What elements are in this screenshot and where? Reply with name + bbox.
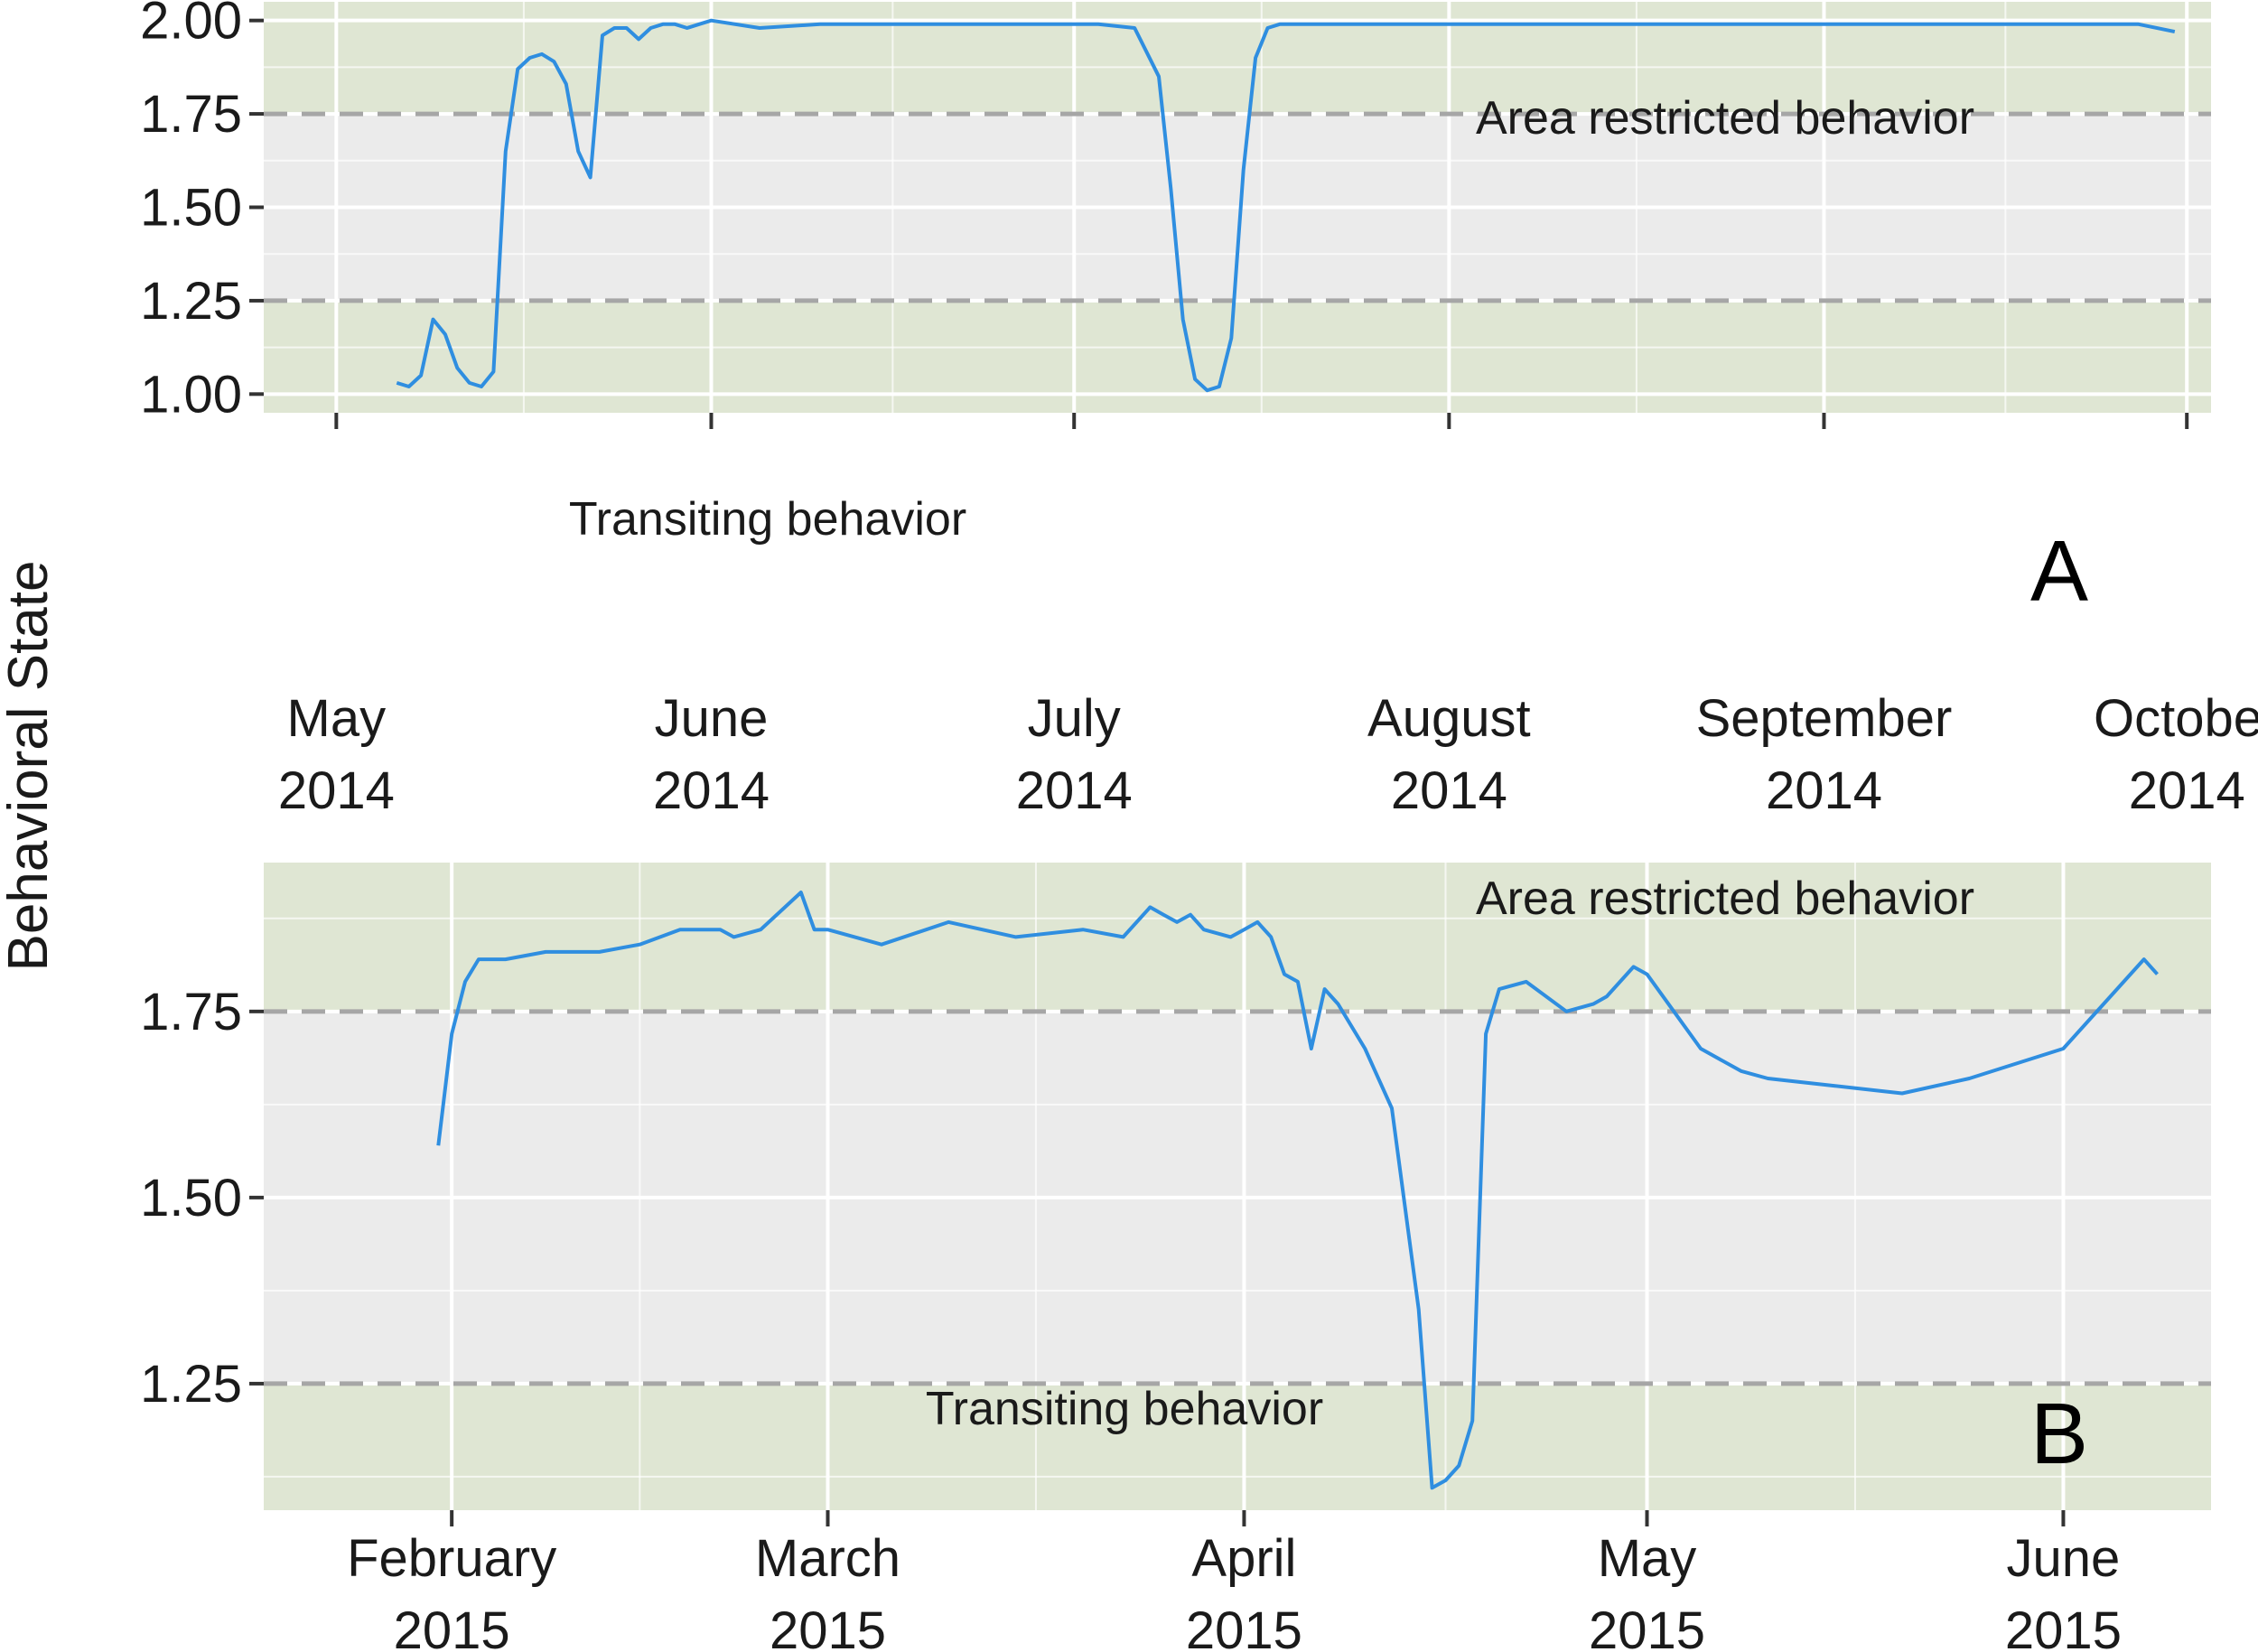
band-label: Transiting behavior (926, 1383, 1323, 1435)
x-tick-label-year: 2015 (2005, 1601, 2122, 1652)
x-tick-label-month: February (347, 1529, 556, 1588)
x-tick-label-year: 2014 (2129, 761, 2245, 820)
x-tick-label-month: May (1598, 1529, 1697, 1588)
band-label: Area restricted behavior (1476, 873, 1974, 925)
panel-b: 1.25 1.50 1.75 February 2015 March 2015 April 20… (140, 863, 2211, 1652)
x-tick-label-month: August (1367, 689, 1531, 748)
y-tick-label: 1.50 (140, 179, 242, 238)
y-tick-label: 1.25 (140, 1355, 242, 1414)
y-tick-label: 1.75 (140, 983, 242, 1041)
behavior-band (264, 1383, 2211, 1510)
series-line (396, 18, 2176, 393)
panel-letter: B (2030, 1386, 2088, 1482)
y-tick-label: 1.25 (140, 272, 242, 331)
band-label: Transiting behavior (569, 493, 966, 546)
x-tick-label-month: September (1696, 689, 1953, 748)
x-tick-label-year: 2014 (1391, 761, 1507, 820)
x-tick-label-month: October (2094, 689, 2258, 748)
x-tick-label-month: June (655, 689, 769, 748)
panel-a: 1.00 1.25 1.50 1.75 2.00 May 2014 June 2014 July 2… (140, 0, 2258, 820)
x-tick-label-year: 2015 (1186, 1601, 1302, 1652)
y-tick-label: 1.00 (140, 365, 242, 424)
y-axis-label: Behavioral State (0, 561, 60, 972)
x-tick-label-month: June (2007, 1529, 2121, 1588)
band-label: Area restricted behavior (1476, 92, 1974, 145)
x-tick-label-year: 2015 (394, 1601, 510, 1652)
series-line (436, 891, 2159, 1490)
behavior-band (264, 300, 2211, 413)
x-tick-label-year: 2015 (770, 1601, 886, 1652)
x-tick-label-year: 2014 (278, 761, 395, 820)
x-tick-label-month: March (755, 1529, 900, 1588)
x-tick-label-month: July (1028, 689, 1121, 748)
x-tick-label-year: 2014 (653, 761, 770, 820)
y-tick-label: 1.50 (140, 1169, 242, 1227)
x-tick-label-year: 2015 (1589, 1601, 1705, 1652)
x-tick-label-month: May (287, 689, 387, 748)
y-tick-label: 2.00 (140, 0, 242, 51)
behavior-band (264, 863, 2211, 1012)
x-tick-label-year: 2014 (1766, 761, 1882, 820)
panel-letter: A (2030, 523, 2088, 620)
x-tick-label-year: 2014 (1016, 761, 1133, 820)
x-tick-label-month: April (1191, 1529, 1296, 1588)
y-tick-label: 1.75 (140, 85, 242, 144)
